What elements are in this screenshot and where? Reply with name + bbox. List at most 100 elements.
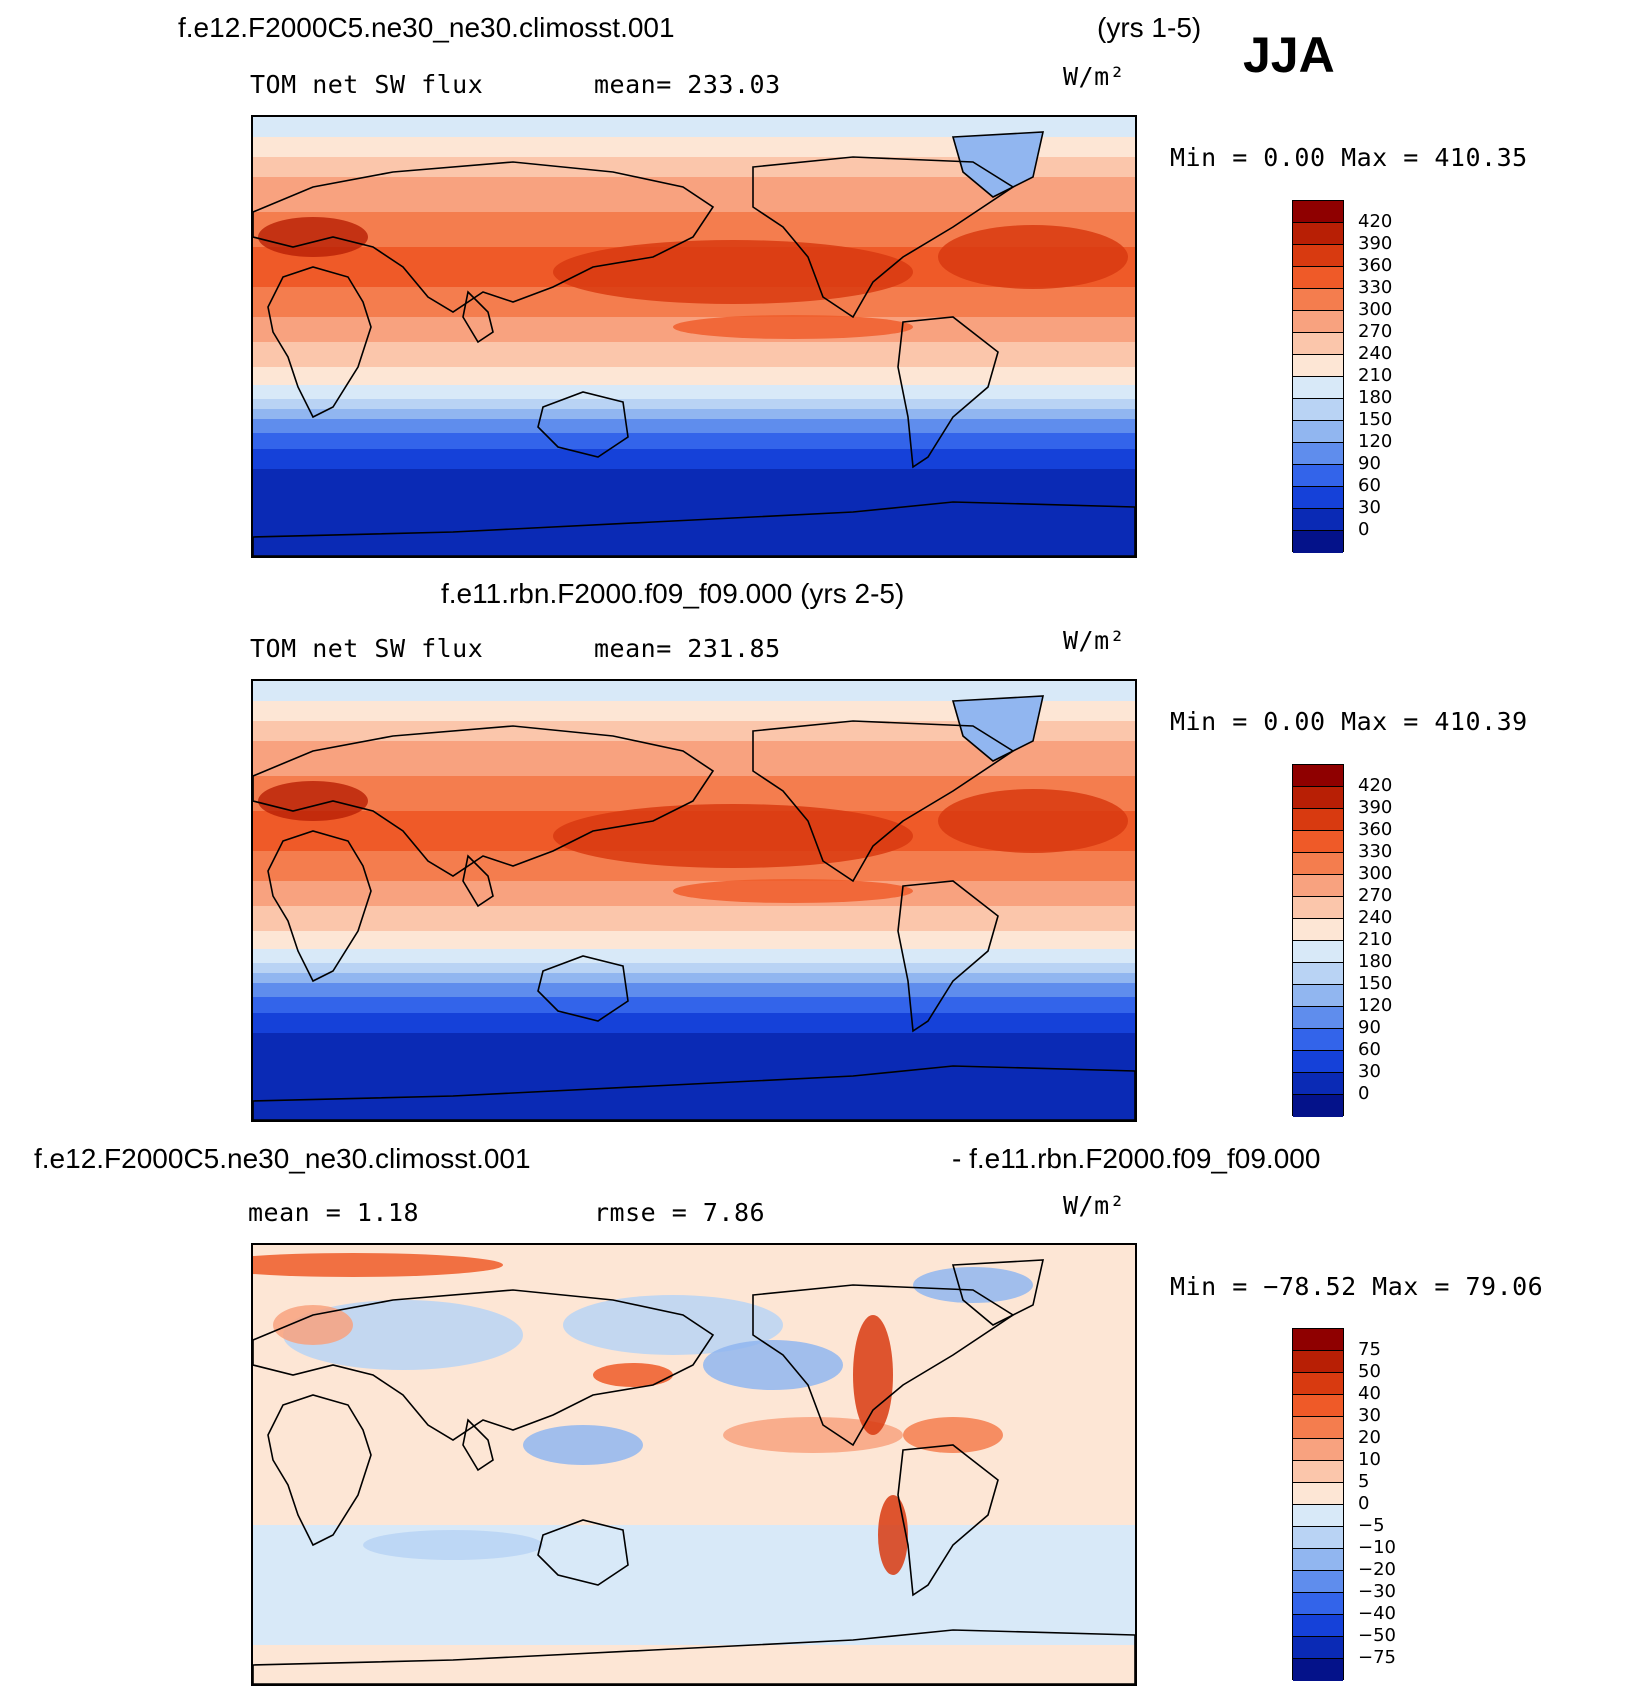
colorbar-swatch (1293, 1073, 1343, 1095)
panel3-contour-plot (253, 1245, 1135, 1684)
panel1-map (251, 115, 1137, 558)
panel2-map (251, 679, 1137, 1122)
panel1-units: W/m² (1063, 62, 1126, 91)
panel3-title: f.e12.F2000C5.ne30_ne30.climosst.001 (34, 1143, 531, 1174)
colorbar-tick-label: 120 (1358, 431, 1393, 452)
colorbar-swatch (1293, 787, 1343, 809)
colorbar-tick-label: 60 (1358, 475, 1381, 496)
colorbar-tick-label: 270 (1358, 885, 1393, 906)
colorbar-swatch (1293, 421, 1343, 443)
colorbar-tick-label: 180 (1358, 387, 1393, 408)
colorbar-swatch (1293, 1051, 1343, 1073)
colorbar-swatch (1293, 245, 1343, 267)
panel2-contour-plot (253, 681, 1135, 1120)
colorbar-swatch (1293, 897, 1343, 919)
panel1-field-label: TOM net SW flux (250, 70, 484, 99)
colorbar-tick-label: −30 (1358, 1581, 1396, 1602)
colorbar-tick-label: 30 (1358, 1405, 1381, 1426)
colorbar-swatch (1293, 1095, 1343, 1117)
colorbar-tick-label: −5 (1358, 1515, 1385, 1536)
colorbar-swatch (1293, 487, 1343, 509)
colorbar-tick-label: 240 (1358, 907, 1393, 928)
colorbar-swatch (1293, 1483, 1343, 1505)
colorbar-tick-label: 60 (1358, 1039, 1381, 1060)
panel3-colorbar (1292, 1328, 1344, 1681)
colorbar-tick-label: 210 (1358, 365, 1393, 386)
panel1-mean: mean= 233.03 (594, 70, 781, 99)
colorbar-tick-label: 120 (1358, 995, 1393, 1016)
colorbar-swatch (1293, 1461, 1343, 1483)
panel1-years: (yrs 1-5) (1097, 12, 1202, 43)
colorbar-tick-label: −75 (1358, 1647, 1396, 1668)
colorbar-tick-label: −40 (1358, 1603, 1396, 1624)
colorbar-tick-label: 5 (1358, 1471, 1370, 1492)
colorbar-swatch (1293, 985, 1343, 1007)
colorbar-tick-label: −50 (1358, 1625, 1396, 1646)
colorbar-swatch (1293, 1329, 1343, 1351)
colorbar-tick-label: 330 (1358, 277, 1393, 298)
colorbar-tick-label: 360 (1358, 255, 1393, 276)
panel2-units: W/m² (1063, 626, 1126, 655)
colorbar-tick-label: 150 (1358, 409, 1393, 430)
colorbar-swatch (1293, 201, 1343, 223)
colorbar-swatch (1293, 1417, 1343, 1439)
panel3-rmse: rmse = 7.86 (594, 1198, 766, 1227)
colorbar-swatch (1293, 311, 1343, 333)
colorbar-swatch (1293, 1351, 1343, 1373)
colorbar-swatch (1293, 1637, 1343, 1659)
panel1-minmax: Min = 0.00 Max = 410.35 (1170, 143, 1528, 172)
colorbar-tick-label: −20 (1358, 1559, 1396, 1580)
colorbar-swatch (1293, 531, 1343, 553)
colorbar-tick-label: 0 (1358, 1493, 1370, 1514)
colorbar-swatch (1293, 831, 1343, 853)
colorbar-swatch (1293, 809, 1343, 831)
colorbar-swatch (1293, 443, 1343, 465)
panel1-colorbar (1292, 200, 1344, 553)
colorbar-tick-label: 50 (1358, 1361, 1381, 1382)
colorbar-swatch (1293, 1527, 1343, 1549)
colorbar-swatch (1293, 765, 1343, 787)
colorbar-swatch (1293, 355, 1343, 377)
colorbar-swatch (1293, 853, 1343, 875)
colorbar-swatch (1293, 267, 1343, 289)
colorbar-tick-label: 420 (1358, 775, 1393, 796)
colorbar-tick-label: 300 (1358, 863, 1393, 884)
panel1-title: f.e12.F2000C5.ne30_ne30.climosst.001 (178, 12, 675, 43)
colorbar-tick-label: 330 (1358, 841, 1393, 862)
colorbar-swatch (1293, 289, 1343, 311)
panel2-colorbar (1292, 764, 1344, 1117)
colorbar-tick-label: 75 (1358, 1339, 1381, 1360)
colorbar-swatch (1293, 941, 1343, 963)
colorbar-swatch (1293, 1505, 1343, 1527)
colorbar-swatch (1293, 223, 1343, 245)
colorbar-swatch (1293, 1007, 1343, 1029)
colorbar-tick-label: 90 (1358, 1017, 1381, 1038)
panel2-field-label: TOM net SW flux (250, 634, 484, 663)
colorbar-tick-label: 390 (1358, 797, 1393, 818)
season-label: JJA (1243, 27, 1335, 83)
colorbar-swatch (1293, 465, 1343, 487)
panel2-minmax: Min = 0.00 Max = 410.39 (1170, 707, 1528, 736)
colorbar-swatch (1293, 1615, 1343, 1637)
colorbar-tick-label: 210 (1358, 929, 1393, 950)
colorbar-swatch (1293, 333, 1343, 355)
panel1-contour-plot (253, 117, 1135, 556)
colorbar-tick-label: 240 (1358, 343, 1393, 364)
colorbar-swatch (1293, 875, 1343, 897)
colorbar-swatch (1293, 1571, 1343, 1593)
colorbar-tick-label: 90 (1358, 453, 1381, 474)
colorbar-swatch (1293, 377, 1343, 399)
colorbar-tick-label: 0 (1358, 1083, 1370, 1104)
panel2-mean: mean= 231.85 (594, 634, 781, 663)
colorbar-tick-label: 180 (1358, 951, 1393, 972)
colorbar-tick-label: 30 (1358, 1061, 1381, 1082)
colorbar-tick-label: 300 (1358, 299, 1393, 320)
colorbar-tick-label: 390 (1358, 233, 1393, 254)
colorbar-tick-label: 0 (1358, 519, 1370, 540)
panel2-title: f.e11.rbn.F2000.f09_f09.000 (yrs 2-5) (441, 578, 905, 609)
panel3-map (251, 1243, 1137, 1686)
colorbar-tick-label: 270 (1358, 321, 1393, 342)
colorbar-swatch (1293, 1395, 1343, 1417)
colorbar-swatch (1293, 1373, 1343, 1395)
colorbar-tick-label: 20 (1358, 1427, 1381, 1448)
